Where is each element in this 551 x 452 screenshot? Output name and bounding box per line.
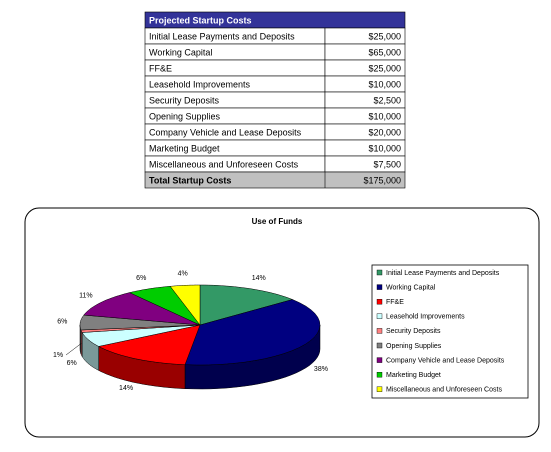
slice-label: 1% bbox=[53, 352, 63, 359]
row-value: $10,000 bbox=[368, 79, 401, 89]
slice-label: 14% bbox=[252, 275, 266, 282]
pie-slice bbox=[128, 286, 201, 326]
row-value: $65,000 bbox=[368, 47, 401, 57]
pie-slice bbox=[81, 324, 201, 347]
legend-label: FF&E bbox=[386, 299, 404, 306]
pie-slice bbox=[169, 284, 201, 326]
slice-label: 6% bbox=[136, 275, 146, 282]
legend-box bbox=[371, 264, 529, 399]
legend-swatch bbox=[376, 372, 383, 378]
leader-line bbox=[65, 343, 82, 356]
legend-swatch bbox=[376, 328, 383, 334]
row-value: $7,500 bbox=[373, 159, 401, 169]
legend: Initial Lease Payments and Deposits Worki… bbox=[376, 269, 505, 394]
pie-slice bbox=[79, 314, 201, 331]
row-value: $20,000 bbox=[368, 127, 401, 137]
chart-title: Use of Funds bbox=[252, 217, 303, 226]
pie: 14% 38% 14% 6% 1% 6% 11% 6% 4% bbox=[53, 270, 328, 392]
pie-slice bbox=[97, 324, 201, 365]
row-label: Leasehold Improvements bbox=[149, 79, 251, 89]
row-label: Working Capital bbox=[149, 47, 212, 57]
legend-label: Working Capital bbox=[386, 284, 436, 291]
pie-slice bbox=[83, 292, 201, 326]
legend-swatch bbox=[376, 313, 383, 319]
legend-swatch bbox=[376, 342, 383, 349]
slice-label: 11% bbox=[79, 293, 93, 300]
table-title: Projected Startup Costs bbox=[149, 15, 252, 25]
legend-swatch bbox=[376, 386, 383, 392]
legend-swatch bbox=[376, 299, 383, 305]
legend-swatch bbox=[376, 284, 383, 290]
cost-table: Projected Startup Costs Initial Lease Pay… bbox=[144, 11, 406, 189]
row-value: $25,000 bbox=[368, 63, 401, 73]
row-label: Company Vehicle and Lease Deposits bbox=[149, 127, 302, 137]
legend-label: Initial Lease Payments and Deposits bbox=[386, 270, 500, 277]
legend-label: Marketing Budget bbox=[386, 372, 441, 379]
legend-label: Security Deposits bbox=[386, 328, 441, 335]
total-row bbox=[144, 171, 406, 189]
pie-slice bbox=[80, 324, 201, 333]
slice-label: 6% bbox=[67, 360, 77, 367]
total-value: $175,000 bbox=[363, 175, 401, 185]
legend-label: Company Vehicle and Lease Deposits bbox=[386, 357, 505, 364]
row-value: $2,500 bbox=[373, 95, 401, 105]
row-value: $25,000 bbox=[368, 31, 401, 41]
row-value: $10,000 bbox=[368, 111, 401, 121]
slice-label: 14% bbox=[119, 385, 133, 392]
pie-slice bbox=[199, 284, 294, 326]
legend-label: Leasehold Improvements bbox=[386, 314, 465, 321]
row-label: FF&E bbox=[149, 63, 172, 73]
row-value: $10,000 bbox=[368, 143, 401, 153]
pie-slice bbox=[184, 299, 321, 366]
legend-swatch bbox=[376, 269, 383, 276]
legend-label: Miscellaneous and Unforeseen Costs bbox=[386, 387, 502, 394]
legend-label: Opening Supplies bbox=[386, 343, 442, 350]
total-label: Total Startup Costs bbox=[149, 175, 231, 185]
row-label: Opening Supplies bbox=[149, 111, 221, 121]
row-label: Miscellaneous and Unforeseen Costs bbox=[149, 159, 299, 169]
row-label: Security Deposits bbox=[149, 95, 220, 105]
slice-label: 4% bbox=[178, 270, 188, 277]
legend-swatch bbox=[376, 357, 383, 363]
slice-label: 6% bbox=[57, 319, 67, 326]
row-label: Initial Lease Payments and Deposits bbox=[149, 31, 295, 41]
row-label: Marketing Budget bbox=[149, 143, 220, 153]
slice-label: 38% bbox=[314, 366, 328, 373]
